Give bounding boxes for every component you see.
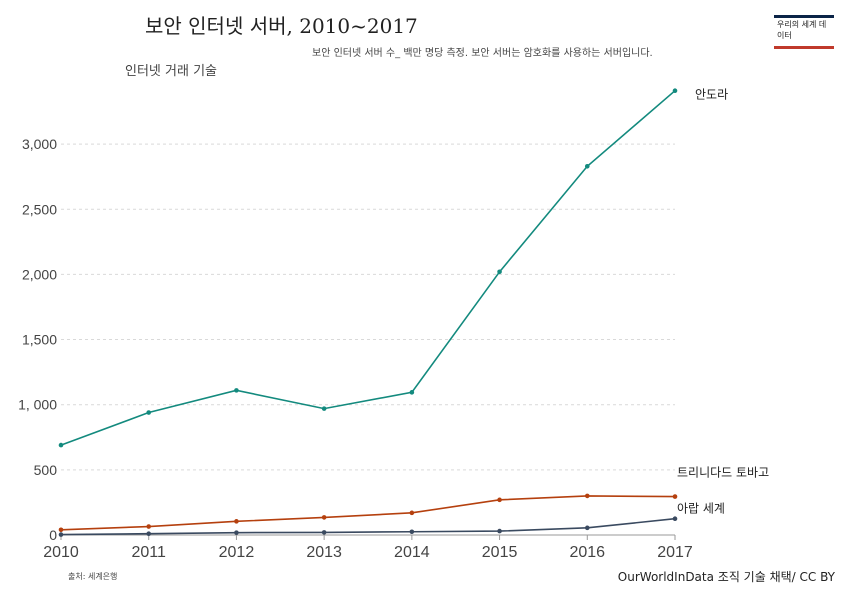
data-point-안도라[interactable] (497, 269, 502, 275)
series-label-트리니다드-토바고: 트리니다드 토바고 (677, 466, 769, 480)
data-point-트리니다드-토바고[interactable] (584, 493, 590, 499)
series-lines (60, 90, 676, 536)
y-tick-label: 500 (34, 462, 58, 478)
data-point-트리니다드-토바고[interactable] (409, 510, 415, 516)
data-point-트리니다드-토바고[interactable] (497, 497, 502, 503)
data-point-아랍-세계[interactable] (672, 516, 678, 522)
series-label-안도라: 안도라 (695, 88, 728, 102)
source-note: 출처: 세계은행 (68, 572, 118, 581)
owid-logo[interactable]: 우리의 세계 데이터 (774, 15, 834, 49)
data-point-아랍-세계[interactable] (234, 530, 239, 535)
data-point-안도라[interactable] (409, 390, 415, 395)
x-tick-label: 2012 (219, 544, 255, 561)
series-line-트리니다드-토바고[interactable] (60, 495, 676, 531)
data-point-트리니다드-토바고[interactable] (58, 527, 64, 533)
data-point-안도라[interactable] (584, 163, 590, 169)
series-line-안도라[interactable] (60, 90, 676, 446)
x-tick-label: 2017 (657, 544, 693, 561)
y-tick-label: 2,000 (22, 266, 57, 282)
x-tick-label: 2013 (306, 544, 342, 561)
data-point-트리니다드-토바고[interactable] (672, 494, 678, 499)
data-point-아랍-세계[interactable] (409, 529, 415, 535)
data-point-안도라[interactable] (672, 88, 678, 93)
data-point-아랍-세계[interactable] (58, 532, 64, 537)
y-tick-label: 1,500 (22, 332, 57, 348)
data-point-아랍-세계[interactable] (321, 530, 327, 535)
data-point-트리니다드-토바고[interactable] (321, 515, 327, 520)
y-tick-label: 2,500 (22, 201, 57, 217)
y-tick-label: 1, 000 (18, 397, 57, 413)
data-point-안도라[interactable] (321, 406, 327, 411)
y-axis-ticks: 0 500 1, 000 1,500 2,000 2,500 3,000 (18, 136, 57, 543)
x-axis: 2010 2011 2012 2013 2014 2015 2016 2017 (43, 534, 693, 561)
data-point-아랍-세계[interactable] (146, 531, 152, 536)
data-point-안도라[interactable] (146, 410, 152, 415)
chart-subtitle: 보안 인터넷 서버 수_ 백만 명당 측정. 보안 서버는 암호화를 사용하는 … (312, 48, 653, 59)
x-tick-label: 2010 (43, 544, 79, 561)
gridlines (61, 143, 675, 536)
data-point-안도라[interactable] (234, 388, 239, 393)
x-tick-label: 2015 (482, 544, 518, 561)
series-label-아랍-세계: 아랍 세계 (677, 502, 725, 516)
data-point-아랍-세계[interactable] (584, 525, 590, 531)
series-points (58, 88, 678, 537)
y-tick-label: 0 (49, 527, 57, 543)
data-point-트리니다드-토바고[interactable] (146, 524, 152, 529)
logo-text: 우리의 세계 데이터 (777, 20, 827, 40)
credit-note: OurWorldInData 조직 기술 채택/ CC BY (617, 570, 835, 584)
chart-title: 보안 인터넷 서버, 2010~2017 (145, 14, 418, 38)
series-line-아랍-세계[interactable] (60, 517, 676, 536)
y-axis-label: 인터넷 거래 기술 (125, 64, 217, 79)
y-tick-label: 3,000 (22, 136, 57, 152)
data-point-트리니다드-토바고[interactable] (234, 519, 239, 524)
data-point-아랍-세계[interactable] (497, 528, 502, 534)
x-tick-label: 2014 (394, 544, 430, 561)
x-tick-label: 2011 (132, 544, 167, 561)
data-point-안도라[interactable] (58, 442, 64, 448)
x-tick-label: 2016 (569, 544, 605, 561)
